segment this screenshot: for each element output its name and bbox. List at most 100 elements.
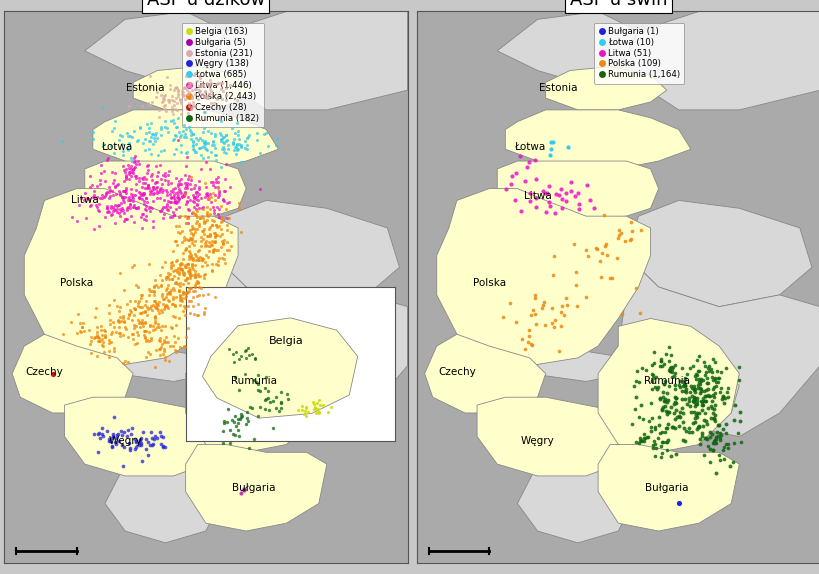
Point (170, 99, 183, 108)
Point (86, 192, 99, 201)
Point (93, 176, 106, 185)
Point (667, 381, 681, 390)
Point (170, 122, 183, 131)
Point (654, 356, 667, 366)
Point (161, 128, 174, 137)
Point (202, 195, 215, 204)
Point (173, 212, 186, 221)
Point (144, 301, 157, 311)
Point (167, 211, 180, 220)
Point (143, 189, 156, 198)
Point (164, 286, 177, 295)
Point (182, 79, 195, 88)
Point (164, 197, 177, 207)
Point (75, 194, 88, 203)
Point (242, 444, 256, 453)
Point (707, 393, 720, 402)
Point (94, 321, 107, 331)
Point (178, 192, 191, 201)
Point (664, 364, 677, 374)
Point (213, 128, 226, 137)
Point (692, 439, 705, 448)
Point (83, 172, 96, 181)
Point (204, 231, 217, 241)
Point (698, 392, 711, 401)
Point (632, 309, 645, 318)
Point (126, 169, 139, 178)
Point (173, 263, 186, 273)
Point (141, 180, 154, 189)
Point (100, 156, 113, 165)
Point (154, 125, 167, 134)
Point (87, 187, 100, 196)
Point (189, 219, 202, 228)
Point (108, 218, 121, 227)
Point (188, 236, 201, 245)
Point (686, 381, 699, 390)
Point (140, 169, 153, 178)
Point (215, 213, 229, 222)
Point (159, 321, 172, 331)
Point (708, 468, 722, 478)
Point (190, 216, 203, 226)
Point (205, 239, 218, 249)
Point (96, 342, 109, 351)
Point (188, 192, 201, 201)
Point (115, 199, 128, 208)
Point (184, 250, 197, 259)
Point (181, 108, 194, 118)
Point (688, 402, 701, 411)
Point (194, 236, 207, 245)
Point (133, 160, 146, 169)
Point (93, 428, 106, 437)
Point (113, 130, 126, 139)
Point (224, 438, 237, 447)
Point (139, 193, 152, 203)
Point (192, 86, 206, 95)
Point (700, 441, 713, 451)
Point (164, 197, 177, 207)
Point (694, 386, 707, 395)
Point (269, 134, 283, 144)
Point (238, 144, 251, 153)
Point (201, 90, 215, 99)
Point (171, 92, 184, 101)
Point (167, 190, 180, 199)
Point (204, 178, 217, 187)
Point (133, 318, 147, 327)
Point (195, 261, 208, 270)
Point (170, 193, 183, 202)
Point (177, 83, 190, 92)
Point (119, 172, 132, 181)
Point (721, 444, 734, 453)
Point (122, 309, 135, 319)
Point (662, 342, 675, 351)
Point (706, 382, 719, 391)
Point (136, 308, 149, 317)
Point (211, 183, 224, 192)
Point (206, 141, 219, 150)
Point (592, 256, 605, 265)
Point (173, 185, 186, 194)
Point (167, 100, 180, 110)
Point (212, 222, 225, 231)
Point (114, 269, 127, 278)
Point (174, 179, 187, 188)
Point (578, 292, 591, 301)
Point (675, 394, 688, 404)
Point (136, 303, 149, 312)
Text: Estonia: Estonia (126, 83, 165, 93)
Point (196, 253, 209, 262)
Point (185, 263, 198, 272)
Point (143, 303, 156, 312)
Point (205, 148, 218, 157)
Point (173, 186, 186, 195)
Polygon shape (185, 319, 327, 452)
Polygon shape (424, 334, 545, 413)
Point (151, 177, 164, 187)
Point (539, 207, 552, 216)
Point (676, 382, 689, 391)
Point (222, 344, 235, 354)
Point (132, 203, 145, 212)
Point (231, 414, 244, 424)
